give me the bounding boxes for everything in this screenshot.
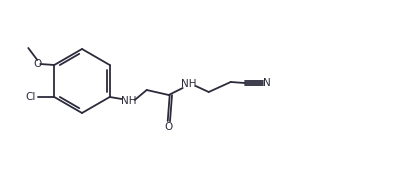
Text: Cl: Cl [25,92,35,102]
Text: N: N [262,78,270,88]
Text: NH: NH [121,96,136,106]
Text: O: O [164,122,172,132]
Text: O: O [33,59,41,69]
Text: NH: NH [180,79,196,89]
